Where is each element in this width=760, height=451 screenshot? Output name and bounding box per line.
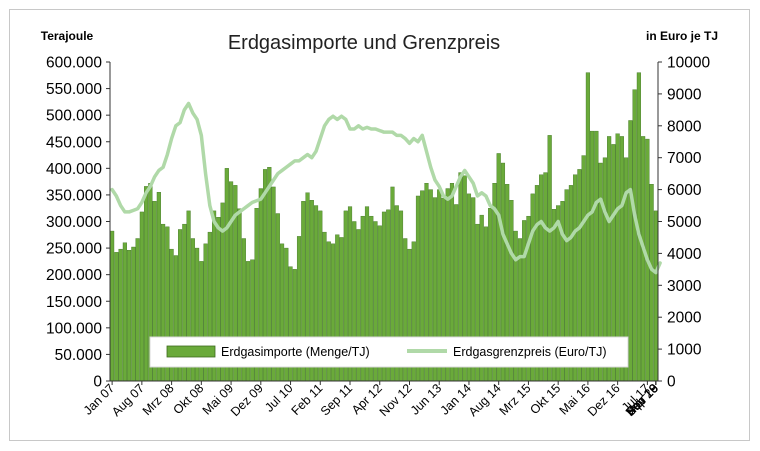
bar (110, 230, 115, 382)
bar (122, 242, 127, 382)
bar (135, 238, 140, 382)
bar (653, 210, 658, 382)
y2-tick-label: 4000 (667, 246, 702, 263)
bar (114, 252, 119, 382)
legend-bar-label: Erdgasimporte (Menge/TJ) (221, 345, 370, 359)
legend: Erdgasimporte (Menge/TJ) Erdgasgrenzprei… (149, 336, 629, 368)
x-tick-label: Okt 08 (171, 381, 207, 417)
x-tick-label: Mrz 08 (140, 381, 177, 418)
y2-tick-label: 9000 (667, 86, 702, 103)
x-tick-label: Okt 15 (527, 381, 563, 417)
y-axis-label: Terajoule (41, 29, 94, 43)
legend-bar-swatch (166, 345, 216, 358)
y2-tick-label: 5000 (667, 214, 702, 231)
bar (641, 136, 646, 382)
x-tick-label: Dez 09 (228, 381, 266, 419)
bar (585, 72, 590, 382)
x-tick-label: Feb 11 (289, 381, 326, 418)
bar (127, 250, 132, 382)
price-line (110, 101, 662, 275)
chart-frame: Erdgasimporte und Grenzpreis Terajoule i… (9, 9, 750, 441)
y-ticks-group: 0 50.000 100.000 150.000 200.000 250.000 300.0… (46, 55, 110, 391)
y-tick-label: 350.000 (46, 187, 102, 204)
x-tick-label: Dez 16 (585, 381, 623, 419)
chart: Erdgasimporte und Grenzpreis Terajoule i… (41, 29, 718, 419)
y2-tick-label: 10000 (667, 55, 710, 72)
y2-ticks-group: 0 1000 2000 3000 4000 5000 6000 7000 8000 9000 100… (658, 55, 710, 391)
y-tick-label: 0 (93, 374, 102, 391)
bar-series-group (110, 72, 658, 382)
y2-tick-label: 1000 (667, 342, 702, 359)
bar (139, 211, 144, 382)
y-tick-label: 450.000 (46, 134, 102, 151)
y-tick-label: 600.000 (46, 55, 102, 72)
y-tick-label: 150.000 (46, 294, 102, 311)
x-tick-label: Sep 11 (318, 381, 355, 418)
bar (118, 248, 123, 382)
y2-tick-label: 3000 (667, 278, 702, 295)
y-tick-label: 300.000 (46, 214, 102, 231)
bar (628, 120, 633, 382)
y-tick-label: 100.000 (46, 320, 102, 337)
legend-box (149, 336, 629, 368)
y-tick-label: 550.000 (46, 81, 102, 98)
chart-title: Erdgasimporte und Grenzpreis (228, 32, 500, 54)
y-tick-label: 250.000 (46, 241, 102, 258)
y2-tick-label: 6000 (667, 182, 702, 199)
y-tick-label: 500.000 (46, 108, 102, 125)
y-tick-label: 200.000 (46, 267, 102, 284)
line-series-group (110, 101, 662, 275)
x-tick-label: Jun 13 (408, 381, 444, 417)
y2-axis-label: in Euro je TJ (646, 29, 718, 43)
x-tick-label: Aug 07 (109, 381, 147, 419)
y2-tick-label: 7000 (667, 150, 702, 167)
legend-line-label: Erdgasgrenzpreis (Euro/TJ) (453, 345, 607, 359)
bar (144, 186, 149, 382)
y-tick-label: 50.000 (55, 347, 103, 364)
x-tick-label: Aug 14 (466, 381, 504, 419)
bar (131, 246, 136, 382)
y2-tick-label: 0 (667, 374, 676, 391)
bar (649, 184, 654, 382)
y2-tick-label: 2000 (667, 310, 702, 327)
x-tick-label: Nov 12 (377, 381, 415, 419)
y2-tick-label: 8000 (667, 118, 702, 135)
bar (632, 89, 637, 382)
y-tick-label: 400.000 (46, 161, 102, 178)
x-tick-label: Mrz 15 (497, 381, 534, 418)
